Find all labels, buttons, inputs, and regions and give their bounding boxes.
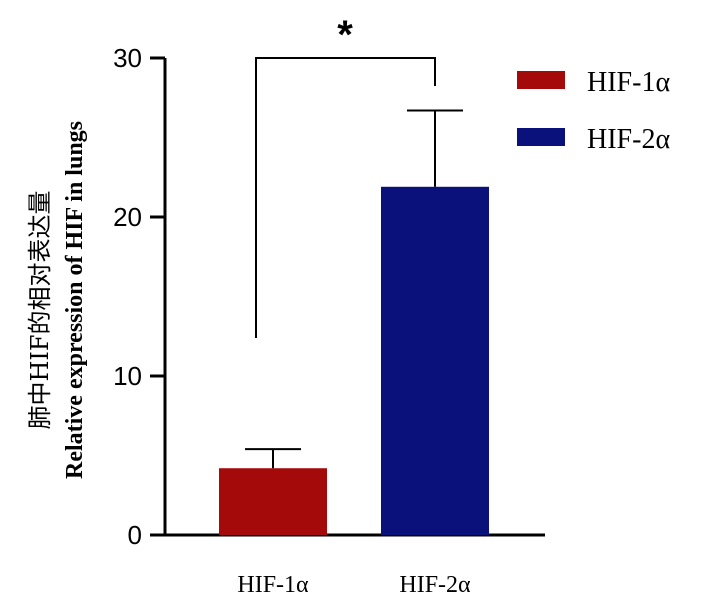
- error-bars: [245, 109, 463, 469]
- y-tick-label: 30: [113, 43, 142, 73]
- legend-swatch-hif-2a: [517, 128, 565, 146]
- y-tick-label: 0: [128, 520, 142, 550]
- significance-bracket: [255, 57, 436, 338]
- y-axis-label-chinese: 肺中HIF的相对表达量: [26, 190, 54, 429]
- bars: [219, 186, 489, 536]
- legend: HIF-1α HIF-2α: [517, 67, 670, 155]
- y-axis-label-english: Relative expression of HIF in lungs: [62, 121, 88, 479]
- significance-asterisk: *: [337, 13, 353, 57]
- y-axis-ticks: 0 10 20 30: [113, 43, 165, 550]
- legend-label-hif-2a: HIF-2α: [587, 124, 670, 155]
- category-label: HIF-2α: [399, 572, 471, 598]
- y-tick-label: 20: [113, 202, 142, 232]
- legend-swatch-hif-1a: [517, 71, 565, 89]
- bar: [381, 186, 489, 536]
- category-label: HIF-1α: [237, 572, 309, 598]
- category-labels: HIF-1α HIF-2α: [237, 572, 471, 598]
- legend-label-hif-1a: HIF-1α: [587, 67, 670, 98]
- y-tick-label: 10: [113, 361, 142, 391]
- bar: [219, 468, 327, 535]
